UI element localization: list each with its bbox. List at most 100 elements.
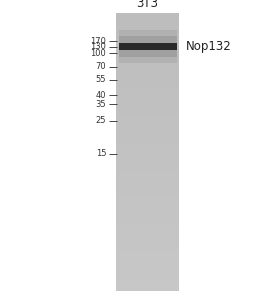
Bar: [116, 23, 179, 25]
Bar: [116, 277, 179, 278]
Bar: [116, 55, 179, 56]
Bar: [116, 122, 179, 123]
Bar: [116, 93, 179, 94]
Bar: [116, 16, 179, 18]
Bar: [116, 183, 179, 184]
Bar: [116, 145, 179, 147]
Bar: [116, 59, 179, 61]
Bar: [116, 69, 179, 70]
Bar: [116, 40, 179, 41]
Bar: [116, 200, 179, 201]
Bar: [116, 95, 179, 97]
Bar: [116, 202, 179, 204]
Bar: [116, 229, 179, 230]
Bar: [116, 193, 179, 194]
Bar: [116, 88, 179, 90]
Bar: [116, 66, 179, 68]
Bar: [116, 158, 179, 159]
Bar: [116, 148, 179, 149]
Bar: [116, 244, 179, 245]
Bar: [116, 251, 179, 252]
Bar: [116, 286, 179, 287]
Bar: [119, 30, 177, 63]
Bar: [116, 64, 179, 65]
Text: 40: 40: [96, 91, 106, 100]
Bar: [116, 234, 179, 236]
Text: 35: 35: [96, 100, 106, 109]
Bar: [116, 127, 179, 129]
Bar: [116, 274, 179, 276]
Bar: [116, 198, 179, 200]
Bar: [116, 267, 179, 269]
Bar: [116, 26, 179, 27]
Bar: [116, 20, 179, 22]
Bar: [116, 47, 179, 48]
Bar: [119, 36, 177, 57]
Bar: [116, 137, 179, 138]
Bar: [116, 131, 179, 133]
Bar: [116, 56, 179, 58]
Bar: [116, 220, 179, 222]
Bar: [116, 86, 179, 87]
Bar: [116, 238, 179, 240]
Bar: [116, 152, 179, 154]
Bar: [116, 197, 179, 198]
Bar: [116, 233, 179, 234]
Bar: [116, 62, 179, 64]
Bar: [116, 240, 179, 241]
Bar: [116, 18, 179, 19]
Bar: [116, 270, 179, 272]
Bar: [116, 162, 179, 163]
Bar: [116, 216, 179, 218]
Bar: [116, 265, 179, 266]
Bar: [116, 45, 179, 47]
Bar: [116, 34, 179, 36]
Bar: [116, 124, 179, 126]
Bar: [116, 173, 179, 174]
Bar: [116, 290, 179, 291]
Bar: [116, 224, 179, 226]
Bar: [116, 74, 179, 76]
Bar: [116, 112, 179, 113]
Bar: [116, 111, 179, 112]
Bar: [116, 170, 179, 172]
Bar: [116, 141, 179, 142]
Bar: [116, 283, 179, 284]
Bar: [116, 15, 179, 16]
Bar: [116, 287, 179, 288]
Bar: [116, 98, 179, 100]
Bar: [116, 123, 179, 124]
Bar: [116, 82, 179, 83]
Bar: [116, 159, 179, 160]
Bar: [116, 119, 179, 120]
Bar: [116, 77, 179, 79]
Bar: [116, 25, 179, 26]
Bar: [116, 278, 179, 280]
Bar: [116, 236, 179, 237]
Bar: [116, 38, 179, 40]
Bar: [116, 273, 179, 274]
Bar: [116, 133, 179, 134]
Bar: [116, 29, 179, 30]
Bar: [116, 54, 179, 55]
Bar: [116, 138, 179, 140]
Bar: [116, 276, 179, 277]
Bar: [116, 231, 179, 233]
Bar: [116, 65, 179, 66]
Bar: [116, 211, 179, 212]
Bar: [116, 97, 179, 98]
Bar: [116, 32, 179, 33]
Bar: [116, 41, 179, 43]
Bar: [116, 177, 179, 178]
Bar: [116, 205, 179, 206]
Bar: [116, 165, 179, 166]
Bar: [116, 102, 179, 104]
Bar: [116, 191, 179, 193]
Bar: [116, 51, 179, 52]
Bar: [116, 242, 179, 244]
Bar: [116, 218, 179, 219]
Bar: [116, 91, 179, 93]
Bar: [116, 227, 179, 229]
Bar: [116, 33, 179, 34]
Bar: [116, 262, 179, 263]
